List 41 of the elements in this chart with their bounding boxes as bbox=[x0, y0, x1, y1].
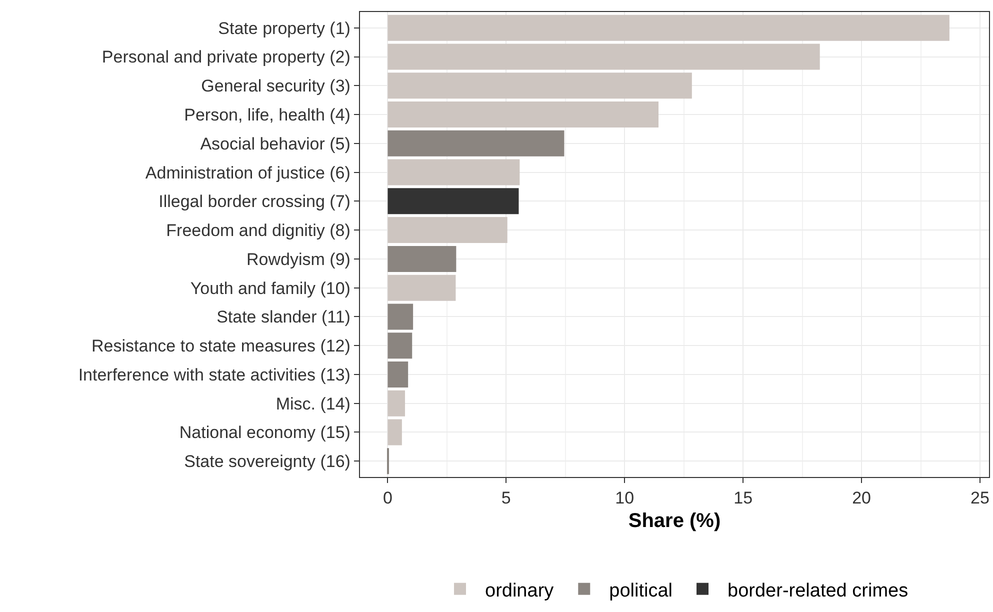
y-tick-label: National economy (15) bbox=[179, 423, 350, 442]
bar bbox=[388, 102, 659, 128]
bar bbox=[388, 44, 820, 70]
y-tick-label: State property (1) bbox=[218, 18, 350, 38]
x-tick-label: 20 bbox=[852, 488, 871, 508]
y-tick-label: Asocial behavior (5) bbox=[200, 134, 350, 154]
x-tick-label: 25 bbox=[970, 488, 990, 508]
y-tick-label: General security (3) bbox=[201, 76, 350, 96]
x-tick-label: 15 bbox=[734, 488, 753, 508]
y-tick-label: Interference with state activities (13) bbox=[78, 365, 350, 384]
bar bbox=[388, 14, 950, 41]
bar bbox=[388, 304, 414, 330]
bar bbox=[388, 217, 508, 244]
bar bbox=[388, 72, 692, 99]
legend-label: political bbox=[609, 580, 673, 602]
bar bbox=[388, 274, 456, 301]
legend-label: ordinary bbox=[485, 580, 554, 602]
y-tick-label: Freedom and dignitiy (8) bbox=[166, 221, 350, 240]
y-tick-label: Illegal border crossing (7) bbox=[158, 192, 350, 212]
bar bbox=[388, 419, 402, 446]
y-tick-label: State slander (11) bbox=[216, 308, 350, 327]
x-tick-label: 5 bbox=[501, 488, 511, 508]
x-tick-label: 10 bbox=[615, 488, 634, 508]
y-tick-label: Personal and private property (2) bbox=[102, 48, 350, 67]
bar bbox=[388, 130, 564, 156]
bar bbox=[388, 159, 520, 186]
y-tick-label: Misc. (14) bbox=[276, 394, 350, 414]
x-tick-label: 0 bbox=[382, 488, 392, 508]
bar bbox=[388, 246, 456, 272]
y-tick-label: State sovereignty (16) bbox=[184, 452, 350, 472]
y-tick-label: Rowdyism (9) bbox=[246, 250, 350, 269]
x-axis-title: Share (%) bbox=[628, 510, 721, 532]
bar bbox=[388, 188, 519, 214]
bar bbox=[388, 390, 406, 416]
y-tick-label: Resistance to state measures (12) bbox=[92, 336, 350, 356]
y-tick-label: Youth and family (10) bbox=[190, 278, 350, 298]
y-tick-label: Person, life, health (4) bbox=[184, 105, 350, 124]
y-tick-label: Administration of justice (6) bbox=[145, 163, 350, 182]
legend-label: border-related crimes bbox=[728, 580, 908, 602]
bar bbox=[388, 332, 412, 359]
bar bbox=[388, 361, 408, 388]
